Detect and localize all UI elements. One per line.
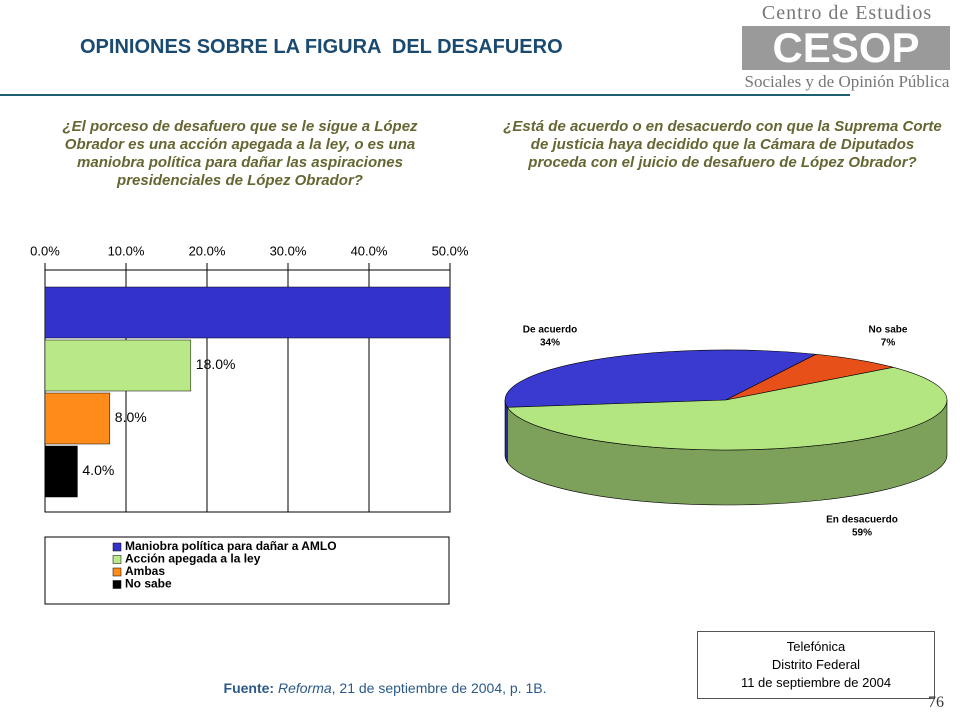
x-tick-label: 40.0% — [351, 243, 388, 258]
x-tick-label: 10.0% — [108, 243, 145, 258]
source-text: , 21 de septiembre de 2004, p. 1B. — [331, 680, 547, 696]
bar — [45, 339, 192, 392]
legend-swatch — [112, 555, 122, 564]
x-tick-label: 50.0% — [432, 243, 469, 258]
source-label: Fuente: — [223, 680, 275, 696]
slice-label: De acuerdo — [523, 325, 577, 336]
legend-label: No sabe — [125, 577, 172, 591]
question: ¿Está de acuerdo o en desacuerdo con que… — [503, 118, 942, 171]
slice-value: 34% — [540, 338, 560, 349]
question: ¿El porceso de desafuero que se le sigue… — [62, 118, 418, 189]
slide-title: OPINIONES SOBRE LA FIGURA DEL DESAFUERO — [80, 36, 563, 58]
method-box: Telefónica Distrito Federal 11 de septie… — [697, 631, 935, 699]
legend-swatch — [112, 580, 122, 589]
slice — [506, 367, 948, 451]
x-tick-label: 20.0% — [189, 243, 226, 258]
page-number: 76 — [928, 694, 944, 711]
logo-top: Centro de Estudios — [761, 2, 933, 24]
source: Fuente: Reforma, 21 de septiembre de 200… — [200, 680, 570, 696]
method-line: Telefónica — [786, 639, 846, 654]
bar — [45, 286, 450, 339]
slice-side — [504, 399, 508, 464]
rule — [0, 94, 850, 96]
value-label: 4.0% — [82, 462, 114, 478]
slice-label: En desacuerdo — [826, 515, 898, 526]
legend-swatch — [112, 542, 122, 552]
legend-label: Ambas — [125, 564, 165, 578]
method-line: Distrito Federal — [771, 657, 861, 672]
legend-box — [44, 536, 450, 605]
logo-bottom: Sociales y de Opinión Pública — [744, 72, 950, 91]
slice — [504, 349, 817, 408]
legend-label: Maniobra política para dañar a AMLO — [125, 539, 337, 553]
slice-label: No sabe — [869, 325, 908, 336]
value-label: 18.0% — [196, 356, 236, 372]
legend-swatch — [112, 567, 122, 577]
value-label: 8.0% — [115, 409, 147, 425]
slice-value: 59% — [852, 528, 872, 539]
logo-mark: CESOP — [742, 26, 950, 70]
legend-label: Acción apegada a la ley — [125, 552, 261, 566]
x-tick-label: 30.0% — [270, 243, 307, 258]
method-line: 11 de septiembre de 2004 — [740, 675, 892, 690]
slice-value: 7% — [881, 338, 896, 349]
bar — [45, 445, 78, 498]
x-tick-label: 0.0% — [30, 243, 60, 258]
bar — [45, 392, 111, 445]
source-title: Reforma — [277, 680, 332, 696]
